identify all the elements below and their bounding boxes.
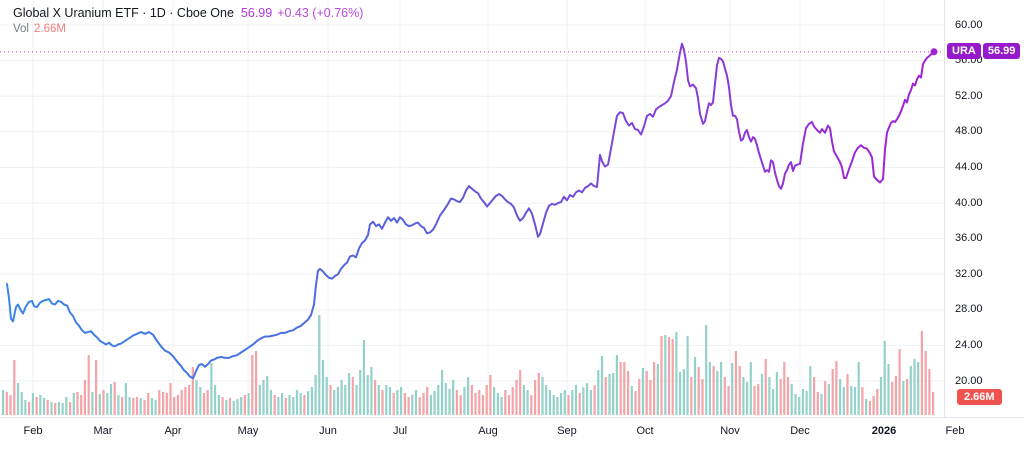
last-price-marker xyxy=(930,48,938,56)
price-change-value: +0.43 (+0.76%) xyxy=(277,6,364,20)
time-scale-label: Sep xyxy=(557,425,577,437)
price-scale-label: 20.00 xyxy=(955,374,983,387)
price-scale-label: 24.00 xyxy=(955,338,983,351)
price-scale-label: 40.00 xyxy=(955,196,983,209)
price-scale-label: 60.00 xyxy=(955,18,983,31)
time-scale-label: Dec xyxy=(790,425,810,437)
time-scale-label: Jun xyxy=(319,425,337,437)
symbol-badge: URA xyxy=(947,43,981,60)
volume-value: 2.66M xyxy=(34,22,66,35)
time-scale-label: Feb xyxy=(945,425,965,437)
gridlines xyxy=(0,0,945,417)
price-scale-label: 52.00 xyxy=(955,89,983,102)
time-scale-label: Mar xyxy=(93,425,113,437)
time-scale-label: Oct xyxy=(636,425,654,437)
price-scale-label: 28.00 xyxy=(955,303,983,316)
price-scale[interactable]: 20.00 24.00 28.00 32.00 36.00 40.00 44.00 48.00… xyxy=(944,0,1024,417)
volume-label: Vol xyxy=(13,22,29,35)
last-price-value: 56.99 xyxy=(240,6,273,20)
last-price-badge[interactable]: URA 56.99 xyxy=(947,43,1021,60)
symbol-title[interactable]: Global X Uranium ETF · 1D · Cboe One xyxy=(13,6,234,20)
time-scale-label: Aug xyxy=(478,425,498,437)
volume-badge: 2.66M xyxy=(957,389,1002,405)
price-scale-label: 32.00 xyxy=(955,267,983,280)
volume-bars xyxy=(2,315,935,415)
price-scale-label: 48.00 xyxy=(955,125,983,138)
last-price-badge-value: 56.99 xyxy=(982,43,1021,60)
price-line xyxy=(6,42,935,380)
time-scale-label: Nov xyxy=(720,425,740,437)
chart-legend: Global X Uranium ETF · 1D · Cboe One 56.9… xyxy=(13,7,363,35)
time-scale[interactable]: Feb Mar Apr May Jun Jul Aug Sep Oct Nov Dec 2026 Feb xyxy=(0,417,1024,455)
price-scale-label: 44.00 xyxy=(955,160,983,173)
time-scale-label: Feb xyxy=(23,425,43,437)
time-scale-label: May xyxy=(237,425,259,437)
time-scale-label: Jul xyxy=(392,425,408,437)
price-scale-label: 36.00 xyxy=(955,232,983,245)
time-scale-label: Apr xyxy=(164,425,182,437)
time-scale-label: 2026 xyxy=(871,425,897,437)
